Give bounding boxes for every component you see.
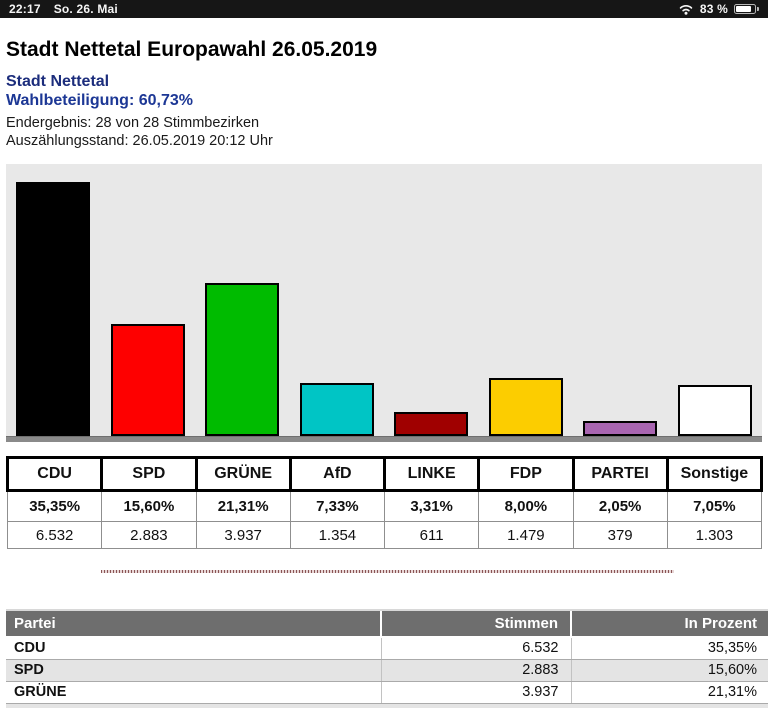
results-row-cdu: CDU 6.532 35,35% <box>6 637 768 660</box>
chart-bar-fdp <box>488 378 563 436</box>
chart-bar-slot-linke <box>384 164 479 436</box>
wifi-icon <box>678 3 694 15</box>
summary-votes-3: 1.354 <box>289 521 386 549</box>
chart-bar-afd <box>299 383 374 436</box>
results-votes-cell: 3.937 <box>380 681 571 704</box>
chart-bar-slot-partei <box>573 164 668 436</box>
summary-votes-1: 2.883 <box>101 521 197 549</box>
summary-percent-3: 7,33% <box>289 490 386 522</box>
column-header-partei: Partei <box>6 609 381 638</box>
summary-percent-6: 2,05% <box>572 490 668 522</box>
status-bar-left: 22:17 So. 26. Mai <box>9 2 118 16</box>
summary-votes-7: 1.303 <box>666 521 763 549</box>
chart-bar-slot-spd <box>101 164 196 436</box>
next-row-sliver <box>6 703 768 708</box>
status-date: So. 26. Mai <box>53 2 118 16</box>
results-row-grüne: GRÜNE 3.937 21,31% <box>6 681 768 704</box>
summary-party-3: AfD <box>288 456 387 492</box>
summary-percent-4: 3,31% <box>383 490 480 522</box>
battery-percent-label: 83 % <box>699 2 728 16</box>
summary-votes-0: 6.532 <box>6 521 103 549</box>
summary-votes-2: 3.937 <box>195 521 291 549</box>
chart-plot-area <box>6 164 762 436</box>
results-party-cell: GRÜNE <box>6 681 381 704</box>
page-title: Stadt Nettetal Europawahl 26.05.2019 <box>6 38 378 61</box>
chart-bar-sonstige <box>677 385 752 436</box>
results-table: Partei Stimmen In Prozent CDU 6.532 35,35%… <box>6 609 768 708</box>
summary-votes-6: 379 <box>572 521 668 549</box>
results-bar-chart <box>6 164 762 442</box>
summary-percent-1: 15,60% <box>101 490 197 522</box>
section-divider <box>100 570 674 573</box>
summary-header-row: CDU SPD GRÜNE AfD LINKE FDP PARTEI Sonstige <box>5 456 764 492</box>
summary-party-6: PARTEI <box>571 456 669 492</box>
results-table-head: Partei Stimmen In Prozent <box>6 609 768 638</box>
municipality-name: Stadt Nettetal <box>6 73 110 90</box>
results-table-body: CDU 6.532 35,35% SPD 2.883 15,60% GRÜNE 3.937 21… <box>6 637 768 708</box>
summary-party-4: LINKE <box>382 456 481 492</box>
battery-icon <box>734 4 759 14</box>
summary-percent-5: 8,00% <box>478 490 574 522</box>
chart-baseline <box>6 436 762 442</box>
summary-party-2: GRÜNE <box>194 456 292 492</box>
results-party-cell: SPD <box>6 659 381 682</box>
results-percent-cell: 35,35% <box>570 637 768 660</box>
summary-votes-5: 1.479 <box>478 521 574 549</box>
results-header-row: Partei Stimmen In Prozent <box>6 609 768 638</box>
chart-bar-slot-fdp <box>479 164 574 436</box>
summary-party-0: CDU <box>5 456 104 492</box>
status-time: 22:17 <box>9 2 41 16</box>
next-row-sliver-cell <box>6 703 768 708</box>
chart-bar-slot-afd <box>290 164 385 436</box>
results-party-cell: CDU <box>6 637 381 660</box>
page-content: Stadt Nettetal Europawahl 26.05.2019 Sta… <box>0 18 768 708</box>
chart-bar-slot-sonstige <box>668 164 763 436</box>
chart-bar-partei <box>583 421 658 436</box>
summary-table: CDU SPD GRÜNE AfD LINKE FDP PARTEI Sonstige 35,3… <box>5 456 764 549</box>
summary-votes-row: 6.532 2.883 3.937 1.354 611 1.479 379 1.303 <box>6 521 763 549</box>
summary-votes-4: 611 <box>383 521 480 549</box>
chart-bar-linke <box>394 412 469 436</box>
turnout-line: Wahlbeteiligung: 60,73% <box>6 92 193 109</box>
final-result-line: Endergebnis: 28 von 28 Stimmbezirken <box>6 115 260 131</box>
results-row-spd: SPD 2.883 15,60% <box>6 659 768 682</box>
chart-bar-slot-grüne <box>195 164 290 436</box>
summary-percent-0: 35,35% <box>6 490 103 522</box>
status-bar: 22:17 So. 26. Mai 83 % <box>0 0 768 18</box>
summary-party-7: Sonstige <box>665 456 764 492</box>
summary-party-1: SPD <box>100 456 198 492</box>
count-status-line: Auszählungsstand: 26.05.2019 20:12 Uhr <box>6 133 273 149</box>
chart-bar-cdu <box>16 182 91 436</box>
summary-percent-7: 7,05% <box>666 490 763 522</box>
column-header-stimmen: Stimmen <box>380 609 571 638</box>
column-header-prozent: In Prozent <box>570 609 768 638</box>
chart-bar-slot-cdu <box>6 164 101 436</box>
summary-party-5: FDP <box>477 456 575 492</box>
results-percent-cell: 15,60% <box>570 659 768 682</box>
results-votes-cell: 6.532 <box>380 637 571 660</box>
results-percent-cell: 21,31% <box>570 681 768 704</box>
status-bar-right: 83 % <box>678 2 759 16</box>
chart-bar-spd <box>110 324 185 436</box>
summary-percent-row: 35,35% 15,60% 21,31% 7,33% 3,31% 8,00% 2,05% 7,… <box>6 490 763 522</box>
chart-bar-grüne <box>205 283 280 436</box>
results-votes-cell: 2.883 <box>380 659 571 682</box>
summary-percent-2: 21,31% <box>195 490 291 522</box>
